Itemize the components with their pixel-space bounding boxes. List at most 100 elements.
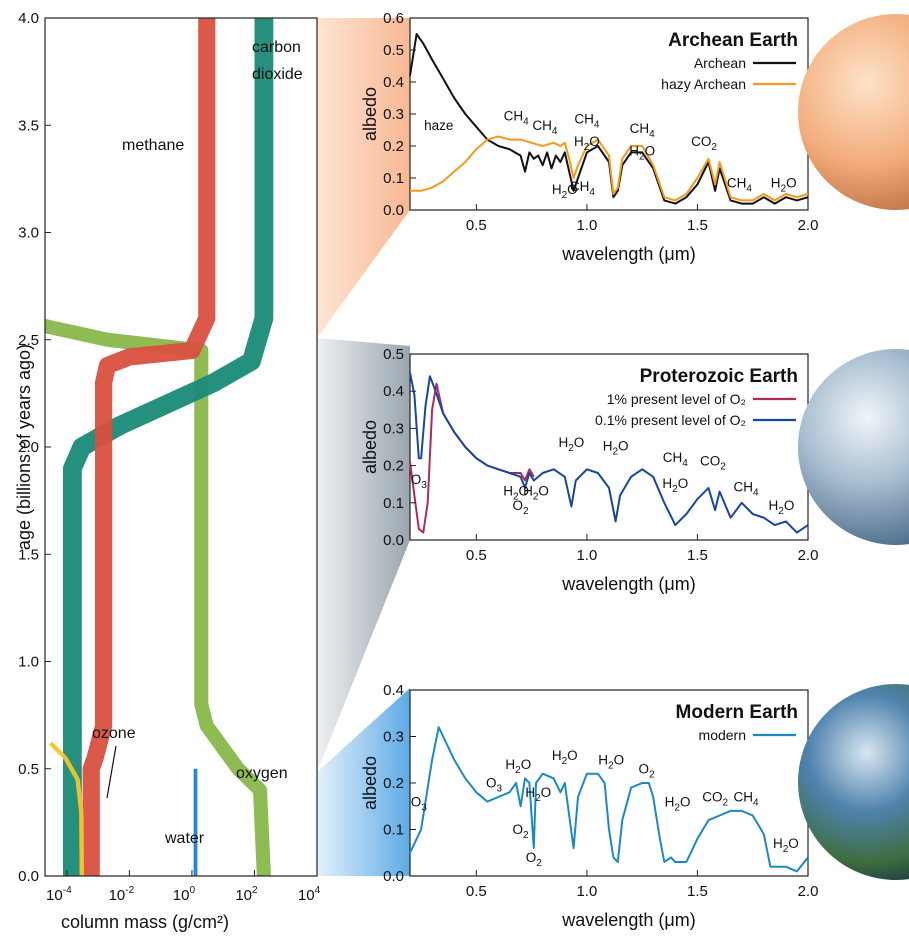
spectrum-annotation: O2 bbox=[513, 498, 530, 517]
archean-spectrum-panel: 0.0 0.1 0.2 0.3 0.4 0.5 0.6 0.5 1.0 1.5 2.0 wavelen… bbox=[360, 10, 818, 264]
gas-x-tick-label: 10-2 bbox=[109, 885, 135, 904]
spectrum-y-tick-label: 0.4 bbox=[383, 383, 404, 400]
spectrum-annotation: CH4 bbox=[574, 112, 600, 131]
spectrum-annotation: CO2 bbox=[691, 134, 717, 153]
spectrum-x-tick-label: 2.0 bbox=[798, 547, 819, 564]
proterozoic-wedge bbox=[317, 338, 410, 772]
gas-x-tick-label: 100 bbox=[173, 885, 196, 904]
spectrum-x-tick-label: 2.0 bbox=[798, 883, 819, 900]
spectrum-annotation: O2 bbox=[513, 822, 530, 841]
spectrum-x-tick-label: 0.5 bbox=[466, 547, 487, 564]
spectrum-annotation: CH4 bbox=[663, 450, 689, 469]
spectrum-frame bbox=[409, 353, 809, 541]
spectrum-annotation: H2O bbox=[665, 794, 691, 813]
label-water: water bbox=[164, 830, 205, 847]
gas-y-tick-label: 2.5 bbox=[18, 332, 39, 349]
spectrum-series-line bbox=[409, 726, 809, 873]
spectrum-annotation: H2O bbox=[773, 836, 799, 855]
legend-entry-label: Archean bbox=[694, 55, 746, 71]
proterozoic-spectrum-panel: 0.0 0.1 0.2 0.3 0.4 0.5 0.5 1.0 1.5 2.0 wavelength… bbox=[360, 346, 818, 594]
spectrum-annotation: H2O bbox=[629, 144, 655, 163]
spectrum-annotation: H2O bbox=[558, 435, 584, 454]
gas-y-tick-label: 1.0 bbox=[18, 654, 39, 671]
modern-spectrum-panel: 0.0 0.1 0.2 0.3 0.4 0.5 1.0 1.5 2.0 wavelength (μ… bbox=[360, 682, 818, 930]
spectrum-annotation: H2O bbox=[552, 748, 578, 767]
spectrum-x-tick-label: 1.5 bbox=[687, 547, 708, 564]
label-methane: methane bbox=[122, 137, 184, 154]
spectrum-annotation: O3 bbox=[411, 472, 428, 491]
spectrum-y-tick-label: 0.4 bbox=[383, 74, 404, 91]
spectrum-y-tick-label: 0.1 bbox=[383, 822, 404, 839]
spectrum-y-tick-label: 0.2 bbox=[383, 458, 404, 475]
legend-entry-label: hazy Archean bbox=[661, 76, 746, 92]
spectrum-title: Modern Earth bbox=[676, 702, 798, 723]
spectrum-annotation: H2O bbox=[662, 476, 688, 495]
spectrum-series-line bbox=[410, 135, 809, 202]
spectrum-y-tick-label: 0.3 bbox=[383, 106, 404, 123]
gas-labels: carbon dioxide methane ozone oxygen wate… bbox=[92, 39, 303, 847]
gas-bands bbox=[45, 18, 274, 876]
gas-axes-ticks: 0.0 0.5 1.0 1.5 2.0 2.5 3.0 3.5 4.0 10-4 10-2 100 10… bbox=[18, 10, 320, 904]
label-oxygen: oxygen bbox=[236, 765, 288, 782]
gas-history-panel: 0.0 0.5 1.0 1.5 2.0 2.5 3.0 3.5 4.0 10-4 10-2 100 10… bbox=[14, 10, 321, 932]
spectrum-y-tick-label: 0.5 bbox=[383, 346, 404, 363]
archean-planet bbox=[798, 14, 909, 210]
spectrum-y-tick-label: 0.2 bbox=[383, 138, 404, 155]
spectrum-y-tick-label: 0.0 bbox=[383, 532, 404, 549]
spectrum-annotation: CH4 bbox=[532, 118, 558, 137]
spectrum-annotation: H2O bbox=[598, 752, 624, 771]
spectrum-annotation: O3 bbox=[411, 794, 428, 813]
gas-band-carbon-dioxide bbox=[63, 18, 274, 876]
spectrum-x-axis-label: wavelength (μm) bbox=[561, 244, 695, 264]
spectrum-annotation: CO2 bbox=[700, 454, 726, 473]
spectrum-annotation: H2O bbox=[771, 176, 797, 195]
spectrum-y-tick-label: 0.6 bbox=[383, 10, 404, 27]
connector-wedges bbox=[317, 18, 410, 876]
proterozoic-planet bbox=[798, 349, 909, 545]
legend-entry-label: 1% present level of O₂ bbox=[607, 391, 746, 407]
gas-y-tick-label: 3.0 bbox=[18, 225, 39, 242]
gas-x-tick-label: 10-4 bbox=[46, 885, 72, 904]
modern-wedge bbox=[317, 688, 410, 876]
spectrum-x-axis-label: wavelength (μm) bbox=[561, 574, 695, 594]
spectrum-y-tick-label: 0.2 bbox=[383, 775, 404, 792]
gas-y-tick-label: 1.5 bbox=[18, 546, 39, 563]
archean-wedge bbox=[317, 18, 410, 338]
gas-y-tick-label: 0.5 bbox=[18, 761, 39, 778]
spectrum-annotation: H2O bbox=[525, 785, 551, 804]
spectrum-annotation: H2O bbox=[603, 439, 629, 458]
spectrum-annotation: CO2 bbox=[702, 790, 728, 809]
spectrum-y-tick-label: 0.0 bbox=[383, 868, 404, 885]
gas-band-methane bbox=[82, 18, 216, 876]
spectrum-annotation: O3 bbox=[486, 776, 503, 795]
spectrum-x-tick-label: 1.0 bbox=[576, 547, 597, 564]
spectrum-annotation: CH4 bbox=[734, 790, 760, 809]
spectrum-x-tick-label: 1.5 bbox=[687, 883, 708, 900]
label-carbon-dioxide-2: dioxide bbox=[252, 66, 303, 83]
spectrum-annotation: haze bbox=[424, 118, 453, 133]
gas-y-axis-label: age (billions of years ago) bbox=[14, 344, 34, 550]
spectrum-annotation: H2O bbox=[769, 498, 795, 517]
spectrum-title: Proterozoic Earth bbox=[640, 366, 798, 387]
spectrum-annotation: CH4 bbox=[630, 121, 656, 140]
spectrum-annotation: H2O bbox=[503, 483, 529, 502]
legend-entry-label: modern bbox=[699, 727, 746, 743]
spectrum-x-axis-label: wavelength (μm) bbox=[561, 910, 695, 930]
spectrum-series-line bbox=[409, 372, 809, 534]
spectrum-y-tick-label: 0.4 bbox=[383, 682, 404, 699]
spectrum-frame bbox=[409, 689, 809, 877]
spectrum-y-axis-label: albedo bbox=[360, 87, 380, 141]
spectrum-y-tick-label: 0.3 bbox=[383, 420, 404, 437]
spectrum-y-tick-label: 0.3 bbox=[383, 729, 404, 746]
gas-x-tick-label: 102 bbox=[235, 885, 258, 904]
spectrum-x-tick-label: 1.0 bbox=[576, 883, 597, 900]
spectrum-y-tick-label: 0.0 bbox=[383, 202, 404, 219]
spectrum-annotation: H2O bbox=[574, 134, 600, 153]
spectrum-x-tick-label: 2.0 bbox=[798, 217, 819, 234]
spectrum-annotation: CH4 bbox=[570, 179, 596, 198]
spectrum-annotation: CH4 bbox=[727, 176, 753, 195]
spectrum-annotation: O2 bbox=[526, 850, 543, 869]
spectrum-annotation: O2 bbox=[639, 762, 656, 781]
